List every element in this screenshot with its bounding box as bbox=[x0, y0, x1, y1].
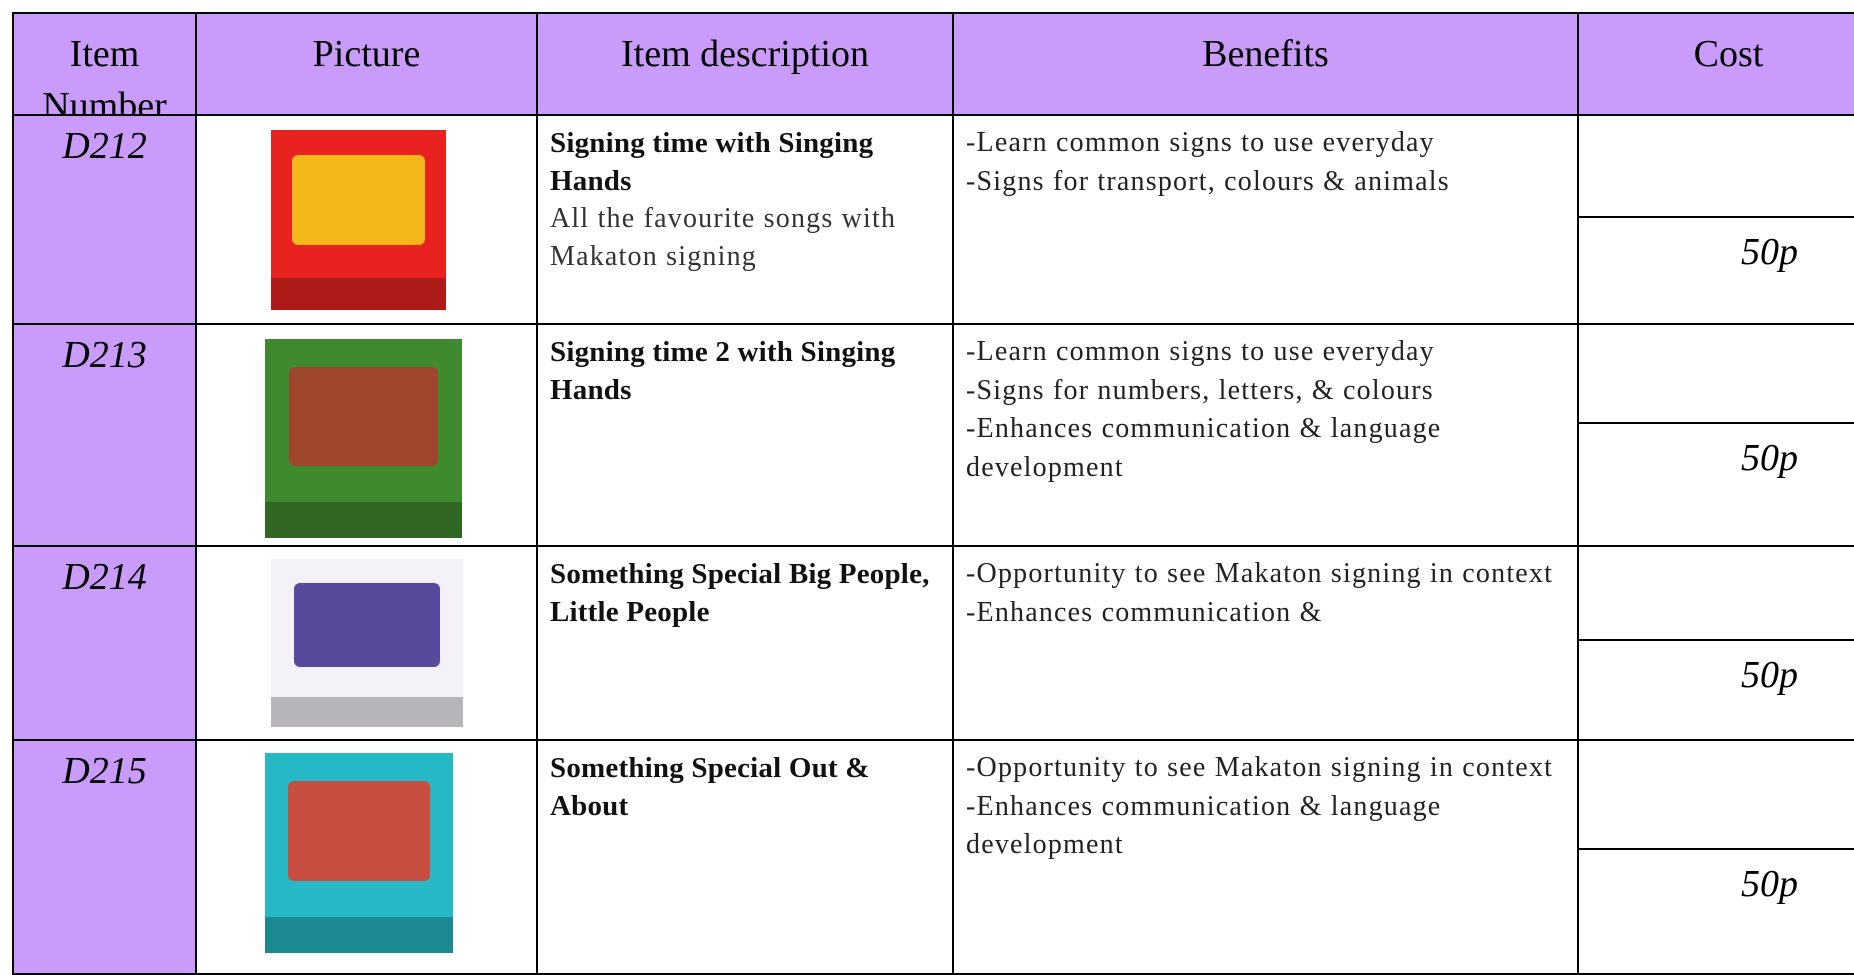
cover-image bbox=[271, 130, 446, 310]
header-cell: Item Number bbox=[12, 12, 197, 127]
cover-image bbox=[271, 559, 463, 727]
benefits-cell: -Learn common signs to use everyday -Sign… bbox=[954, 325, 1579, 547]
item-title: Signing time with Singing Hands bbox=[550, 127, 874, 197]
item-number-cell: D214 bbox=[12, 547, 197, 741]
header-text: Picture bbox=[312, 33, 421, 75]
cost: 50p bbox=[1741, 863, 1798, 905]
header-text: Benefits bbox=[1202, 33, 1329, 75]
benefit: -Learn common signs to use everyday bbox=[966, 127, 1435, 158]
benefit: -Signs for numbers, letters, & colours bbox=[966, 374, 1434, 406]
benefits-cell: -Opportunity to see Makaton signing in c… bbox=[954, 547, 1579, 741]
cover-art bbox=[294, 582, 440, 667]
item-number-cell: D215 bbox=[12, 741, 197, 975]
picture-cell bbox=[197, 116, 538, 325]
benefit: -Learn common signs to use everyday bbox=[966, 336, 1435, 367]
cover-band bbox=[271, 277, 446, 310]
description-cell: Signing time with Singing Hands All the f… bbox=[538, 116, 954, 325]
cost-divider bbox=[1579, 422, 1854, 424]
cost: 50p bbox=[1741, 437, 1798, 479]
cost-cell: 50p bbox=[1579, 325, 1854, 547]
item-title: Something Special Out & About bbox=[550, 752, 870, 822]
cost-divider bbox=[1579, 848, 1854, 850]
item-title: Signing time 2 with Singing Hands bbox=[550, 336, 896, 406]
item-number: D214 bbox=[62, 556, 147, 598]
cost-divider bbox=[1579, 639, 1854, 641]
cost-cell: 50p bbox=[1579, 741, 1854, 975]
cover-image bbox=[265, 339, 462, 538]
item-title: Something Special Big People, Little Peo… bbox=[550, 558, 930, 628]
benefit: -Opportunity to see Makaton signing in c… bbox=[966, 752, 1554, 783]
cover-band bbox=[265, 917, 453, 953]
cover-band bbox=[265, 502, 462, 538]
cost-cell: 50p bbox=[1579, 116, 1854, 325]
benefits-cell: -Learn common signs to use everyday -Sign… bbox=[954, 116, 1579, 325]
item-number: D215 bbox=[62, 750, 147, 792]
item-description: All the favourite songs with Makaton sig… bbox=[550, 203, 897, 272]
benefit: -Opportunity to see Makaton signing in c… bbox=[966, 558, 1554, 589]
cover-band bbox=[271, 696, 463, 727]
item-number: D213 bbox=[62, 334, 147, 376]
benefit: -Signs for transport, colours & animals bbox=[966, 165, 1450, 197]
header-cell: Picture bbox=[197, 12, 538, 116]
header-cell: Cost bbox=[1579, 12, 1854, 116]
header-text: Item description bbox=[621, 33, 869, 75]
cover-art bbox=[288, 366, 439, 467]
benefit: -Enhances communication & language devel… bbox=[966, 790, 1442, 861]
benefit: -Enhances communication & language devel… bbox=[966, 413, 1442, 483]
item-number: D212 bbox=[62, 125, 147, 167]
description-cell: Something Special Big People, Little Peo… bbox=[538, 547, 954, 741]
cover-art bbox=[287, 781, 431, 881]
header-text: Cost bbox=[1693, 33, 1764, 75]
header-cell: Item description bbox=[538, 12, 954, 116]
description-cell: Something Special Out & About bbox=[538, 741, 954, 975]
benefits-cell: -Opportunity to see Makaton signing in c… bbox=[954, 741, 1579, 975]
picture-cell bbox=[197, 547, 538, 741]
item-number-cell: D213 bbox=[12, 325, 197, 547]
cost-cell: 50p bbox=[1579, 547, 1854, 741]
cover-art bbox=[292, 155, 425, 246]
cost: 50p bbox=[1741, 654, 1798, 696]
header-cell: Benefits bbox=[954, 12, 1579, 116]
cover-image bbox=[265, 753, 453, 953]
picture-cell bbox=[197, 325, 538, 547]
cost-divider bbox=[1579, 216, 1854, 218]
item-number-cell: D212 bbox=[12, 116, 197, 325]
benefit: -Enhances communication & bbox=[966, 596, 1323, 628]
description-cell: Signing time 2 with Singing Hands bbox=[538, 325, 954, 547]
cost: 50p bbox=[1741, 231, 1798, 273]
